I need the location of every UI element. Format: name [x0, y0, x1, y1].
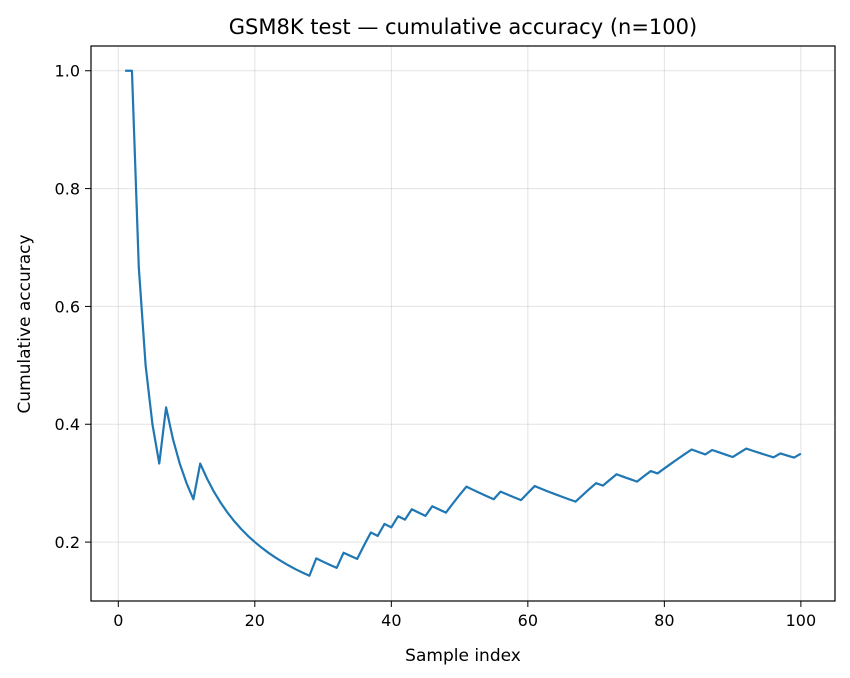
y-tick-label: 1.0	[55, 62, 80, 81]
cumulative-accuracy-line	[125, 69, 802, 577]
x-axis-label: Sample index	[405, 646, 521, 666]
y-axis-label: Cumulative accuracy	[15, 234, 35, 413]
y-tick-label: 0.6	[55, 297, 80, 316]
grid-layer	[91, 46, 835, 601]
x-tick-label: 100	[786, 611, 817, 630]
x-tick-label: 80	[654, 611, 674, 630]
series-layer	[125, 69, 802, 577]
x-tick-label: 40	[381, 611, 401, 630]
ticks-layer: 0 20 40 60 80 100 0.2 0.4 0.6 0.8 1.0	[55, 62, 817, 630]
y-tick-label: 0.8	[55, 180, 80, 199]
chart-title: GSM8K test — cumulative accuracy (n=100)	[229, 15, 697, 39]
x-tick-label: 20	[245, 611, 265, 630]
y-tick-label: 0.2	[55, 533, 80, 552]
y-tick-label: 0.4	[55, 415, 80, 434]
x-tick-label: 0	[113, 611, 123, 630]
x-tick-label: 60	[518, 611, 538, 630]
plot-frame	[90, 45, 836, 602]
